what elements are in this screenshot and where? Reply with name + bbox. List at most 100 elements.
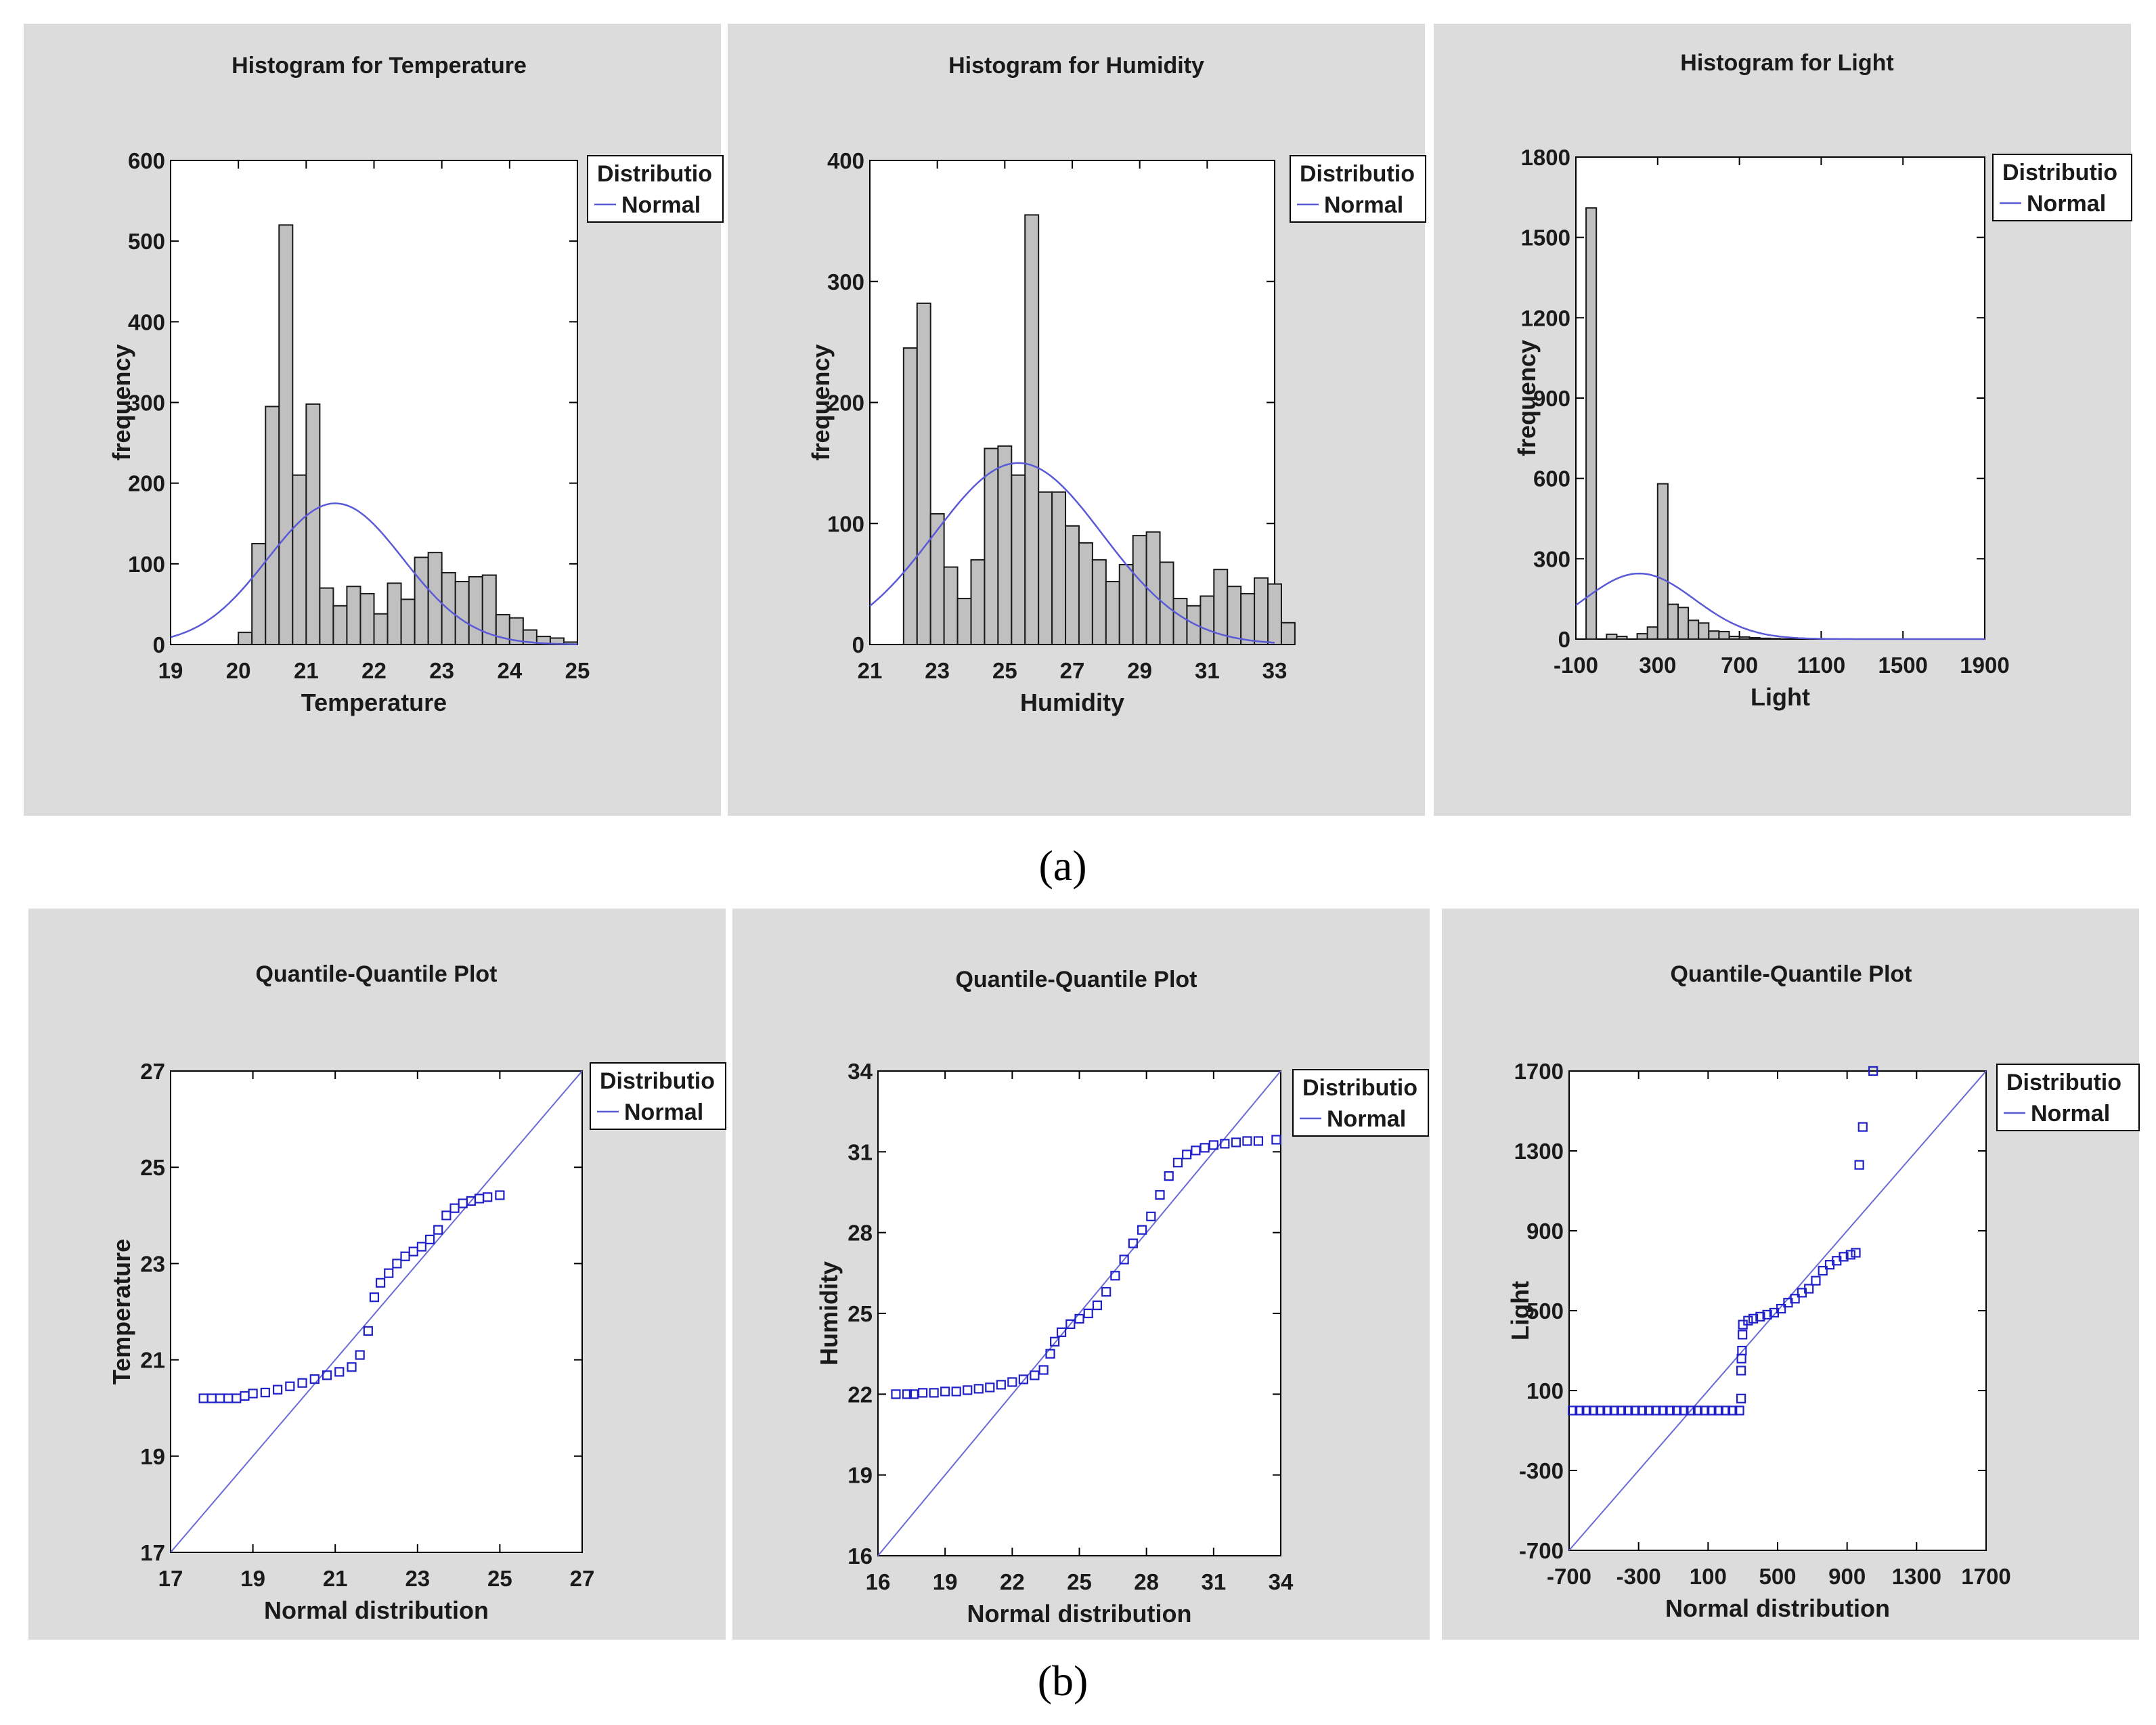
y-axis-label: frequency — [807, 344, 835, 460]
y-tick-label: 1800 — [1521, 145, 1570, 170]
qq-point — [369, 1292, 380, 1303]
qq-point — [1164, 1171, 1174, 1181]
qq-point — [1191, 1145, 1201, 1156]
normal-fit-curve — [170, 502, 577, 645]
y-tick-label: 300 — [128, 391, 165, 416]
legend-box — [590, 1062, 726, 1130]
legend-entry: Normal — [624, 1099, 703, 1125]
histogram-bar — [1646, 626, 1658, 640]
qq-point — [1728, 1405, 1738, 1416]
histogram-bar — [495, 613, 510, 645]
qq-point — [1056, 1327, 1067, 1337]
histogram-bar — [332, 605, 348, 645]
x-tick-label: 21 — [294, 658, 319, 683]
qq-point — [1734, 1405, 1744, 1416]
qq-point — [1007, 1377, 1017, 1387]
y-tick-label: 100 — [1526, 1378, 1564, 1403]
legend-box — [1292, 1069, 1429, 1137]
legend-title: Distributio — [600, 1068, 715, 1094]
chart-title: Histogram for Humidity — [948, 53, 1204, 79]
qq-point — [384, 1268, 394, 1278]
qq-point — [973, 1384, 984, 1394]
qq-point — [1854, 1160, 1864, 1170]
qq-point — [996, 1380, 1006, 1390]
qq-point — [355, 1350, 365, 1360]
legend-entry: Normal — [2027, 191, 2106, 217]
histogram-bar — [1078, 542, 1093, 645]
histogram-bar — [1688, 619, 1700, 640]
qq-point — [902, 1389, 912, 1399]
qq-point — [260, 1387, 270, 1398]
y-axis-label: frequency — [108, 344, 135, 460]
qq-point — [1630, 1405, 1640, 1416]
qq-point — [375, 1278, 386, 1288]
reference-line — [170, 1070, 583, 1553]
legend-title: Distributio — [1302, 1075, 1417, 1101]
qq-point — [1596, 1405, 1606, 1416]
qq-point — [1623, 1405, 1633, 1416]
histogram-bar — [251, 543, 267, 646]
qq-point — [1762, 1309, 1772, 1320]
x-axis-label: Temperature — [301, 689, 447, 716]
qq-point — [416, 1242, 426, 1252]
x-tick-label: 31 — [1195, 658, 1220, 683]
qq-point — [1050, 1336, 1060, 1347]
qq-point — [433, 1225, 443, 1235]
histogram-bar — [359, 592, 375, 645]
qq-point — [891, 1389, 901, 1399]
qq-point — [297, 1378, 307, 1388]
y-tick-label: 200 — [827, 391, 864, 416]
chart-hist-humidity: Histogram for Humidity 21 23 25 27 29 31 33 0 100… — [728, 24, 1426, 816]
chart-qq-humidity: Quantile-Quantile Plot 16 19 22 25 28 31 34 16 19… — [732, 909, 1430, 1640]
x-tick-label: 900 — [1828, 1564, 1866, 1589]
histogram-bar — [1636, 633, 1648, 640]
qq-point — [1672, 1405, 1682, 1416]
qq-point — [1588, 1405, 1599, 1416]
legend-entry: Normal — [1327, 1106, 1406, 1132]
qq-point — [1182, 1150, 1192, 1160]
x-tick-label: 28 — [1134, 1569, 1159, 1594]
qq-point — [1713, 1405, 1723, 1416]
histogram-bar — [1718, 630, 1730, 640]
chart-title: Histogram for Light — [1680, 50, 1893, 76]
x-tick-label: 100 — [1690, 1564, 1727, 1589]
y-tick-label: 1700 — [1514, 1059, 1564, 1084]
histogram-bar — [1677, 607, 1690, 640]
qq-point — [1208, 1140, 1218, 1150]
histogram-bar — [997, 445, 1013, 645]
qq-point — [483, 1192, 493, 1202]
y-tick-label: 16 — [848, 1544, 873, 1569]
y-axis-label: Light — [1506, 1281, 1534, 1340]
y-tick-label: 100 — [827, 511, 864, 536]
chart-qq-temperature: Quantile-Quantile Plot 17 19 21 23 25 27 17 19 21… — [28, 909, 726, 1640]
y-tick-label: 300 — [1533, 546, 1570, 571]
histogram-bar — [1172, 598, 1188, 646]
y-tick-label: 1500 — [1521, 225, 1570, 250]
histogram-bar — [1656, 483, 1669, 640]
y-tick-label: 400 — [827, 148, 864, 173]
qq-point — [441, 1210, 452, 1221]
histogram-bar — [319, 587, 334, 645]
x-tick-label: 25 — [992, 658, 1017, 683]
histogram-bar — [1024, 214, 1040, 645]
chart-title: Quantile-Quantile Plot — [255, 961, 497, 987]
qq-point — [272, 1384, 283, 1395]
histogram-bar — [427, 552, 443, 646]
qq-point — [1602, 1405, 1612, 1416]
y-tick-label: 1300 — [1514, 1139, 1564, 1164]
legend-entry: Normal — [621, 192, 701, 218]
qq-point — [1818, 1265, 1828, 1276]
histogram-bar — [400, 598, 416, 645]
qq-point — [248, 1389, 258, 1399]
histogram-bar — [916, 302, 931, 645]
x-tick-label: -300 — [1616, 1564, 1661, 1589]
qq-point — [963, 1385, 973, 1395]
qq-point — [1018, 1374, 1028, 1384]
histogram-bar — [984, 447, 999, 645]
histogram-bar — [1118, 564, 1134, 646]
qq-point — [1609, 1405, 1619, 1416]
qq-point — [1155, 1189, 1165, 1200]
qq-point — [392, 1259, 402, 1269]
histogram-bar — [454, 581, 470, 645]
chart-title: Quantile-Quantile Plot — [1670, 961, 1912, 987]
